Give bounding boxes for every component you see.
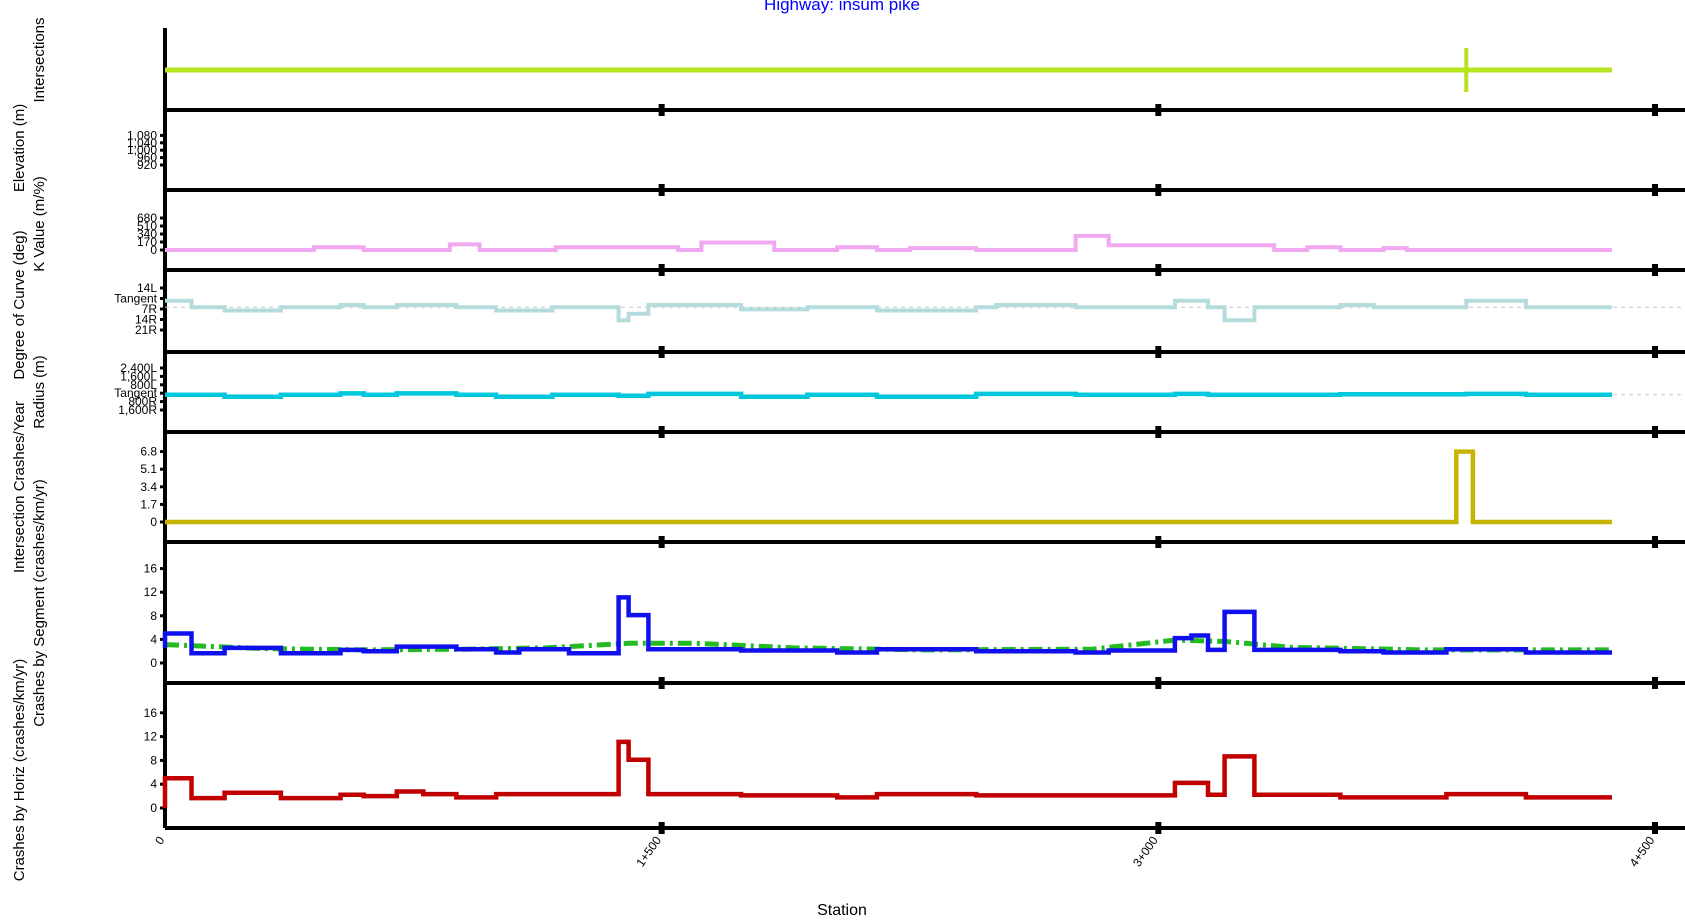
y-tick-label: 1,080 [127, 128, 157, 142]
y-tick-label: 2,400L [120, 361, 157, 375]
panel-intersections: Intersections [31, 17, 1685, 116]
series-line [162, 595, 1612, 656]
y-tick-label: 5.1 [140, 462, 157, 476]
y-axis-label: K Value (m/%) [31, 176, 48, 272]
y-tick-label: 170 [137, 235, 157, 249]
y-tick-label: 510 [137, 219, 157, 233]
x-tick-mark [658, 264, 665, 276]
y-tick-label: 4 [150, 632, 157, 646]
x-tick-label: 1+500 [633, 833, 664, 869]
y-tick-label: 1,600L [120, 369, 157, 383]
series-line [165, 391, 1612, 399]
y-axis-label: Intersections [31, 17, 48, 102]
y-tick-label: 680 [137, 211, 157, 225]
x-tick-mark [1155, 536, 1162, 548]
series-line [165, 233, 1612, 252]
y-tick-label: 4 [150, 777, 157, 791]
y-tick-label: 3.4 [140, 480, 157, 494]
x-tick-mark [1652, 536, 1658, 548]
x-tick-mark [1652, 104, 1658, 116]
panel-intersection-crashes: 6.8 5.1 3.4 1.7 0 Intersection Crashes/Year [11, 401, 1685, 573]
x-tick-mark [1155, 677, 1162, 689]
x-tick-mark [658, 184, 665, 196]
y-tick-label: 16 [144, 706, 158, 720]
series-line [164, 637, 1612, 653]
panel-segment-crashes: 16 12 8 4 0 Crashes by Segment (crashes/km/yr… [31, 479, 1685, 727]
x-tick-mark [1652, 184, 1658, 196]
series-line [162, 739, 1612, 808]
y-tick-label: 1,040 [127, 136, 157, 150]
x-tick-label: 3+000 [1130, 833, 1161, 869]
y-tick-label: 21R [135, 323, 157, 337]
y-axis-label: Elevation (m) [11, 104, 28, 192]
y-axis-label: Radius (m) [31, 355, 48, 428]
y-tick-label: 800R [128, 395, 157, 409]
x-tick-mark [658, 677, 665, 689]
x-tick-label: 0 [152, 833, 167, 847]
y-tick-label: 340 [137, 227, 157, 241]
y-tick-label: 14R [135, 313, 157, 327]
y-tick-label: 8 [150, 753, 157, 767]
x-tick-mark [658, 346, 665, 358]
y-tick-label: 0 [150, 656, 157, 670]
x-tick-mark [658, 104, 665, 116]
x-tick-mark [1155, 426, 1162, 438]
x-tick-mark [1652, 822, 1658, 834]
y-tick-label: 1.7 [140, 497, 157, 511]
x-tick-mark [1155, 184, 1162, 196]
y-axis-label: Intersection Crashes/Year [11, 401, 28, 573]
x-tick-mark [1155, 104, 1162, 116]
y-tick-label: Tangent [114, 386, 157, 400]
series-line [165, 449, 1612, 525]
y-tick-label: 0 [150, 801, 157, 815]
y-tick-label: 12 [144, 585, 158, 599]
x-tick-mark [658, 822, 665, 834]
x-tick-mark [1652, 264, 1658, 276]
y-tick-label: 7R [142, 302, 158, 316]
y-tick-label: Tangent [114, 292, 157, 306]
x-axis-label: Station [817, 902, 867, 919]
y-tick-label: 1,000 [127, 143, 157, 157]
y-tick-label: 14L [137, 281, 157, 295]
y-tick-label: 16 [144, 562, 158, 576]
y-tick-label: 0 [150, 243, 157, 257]
x-tick-mark [1155, 264, 1162, 276]
x-axis: 0 1+500 3+000 4+500 [152, 833, 1657, 869]
series-line [165, 298, 1612, 323]
y-tick-label: 8 [150, 609, 157, 623]
x-tick-mark [658, 426, 665, 438]
panel-horiz-crashes: 16 12 8 4 0 Crashes by Horiz (crashes/km/yr) [11, 659, 1685, 882]
y-tick-label: 6.8 [140, 445, 157, 459]
x-tick-mark [1155, 822, 1162, 834]
y-tick-label: 960 [137, 151, 157, 165]
x-tick-mark [1652, 346, 1658, 358]
chart-title: Highway: insum pike [764, 0, 920, 14]
x-tick-mark [1155, 346, 1162, 358]
y-tick-label: 12 [144, 730, 158, 744]
x-tick-mark [1652, 426, 1658, 438]
y-axis-label: Degree of Curve (deg) [11, 230, 28, 379]
y-axis-label: Crashes by Horiz (crashes/km/yr) [11, 659, 28, 882]
y-tick-label: 1,600R [118, 403, 157, 417]
y-axis-label: Crashes by Segment (crashes/km/yr) [31, 479, 48, 727]
x-tick-mark [1652, 677, 1658, 689]
y-tick-label: 920 [137, 158, 157, 172]
y-tick-label: 800L [130, 378, 157, 392]
y-tick-label: 0 [150, 515, 157, 529]
x-tick-label: 4+500 [1627, 833, 1658, 869]
x-tick-mark [658, 536, 665, 548]
